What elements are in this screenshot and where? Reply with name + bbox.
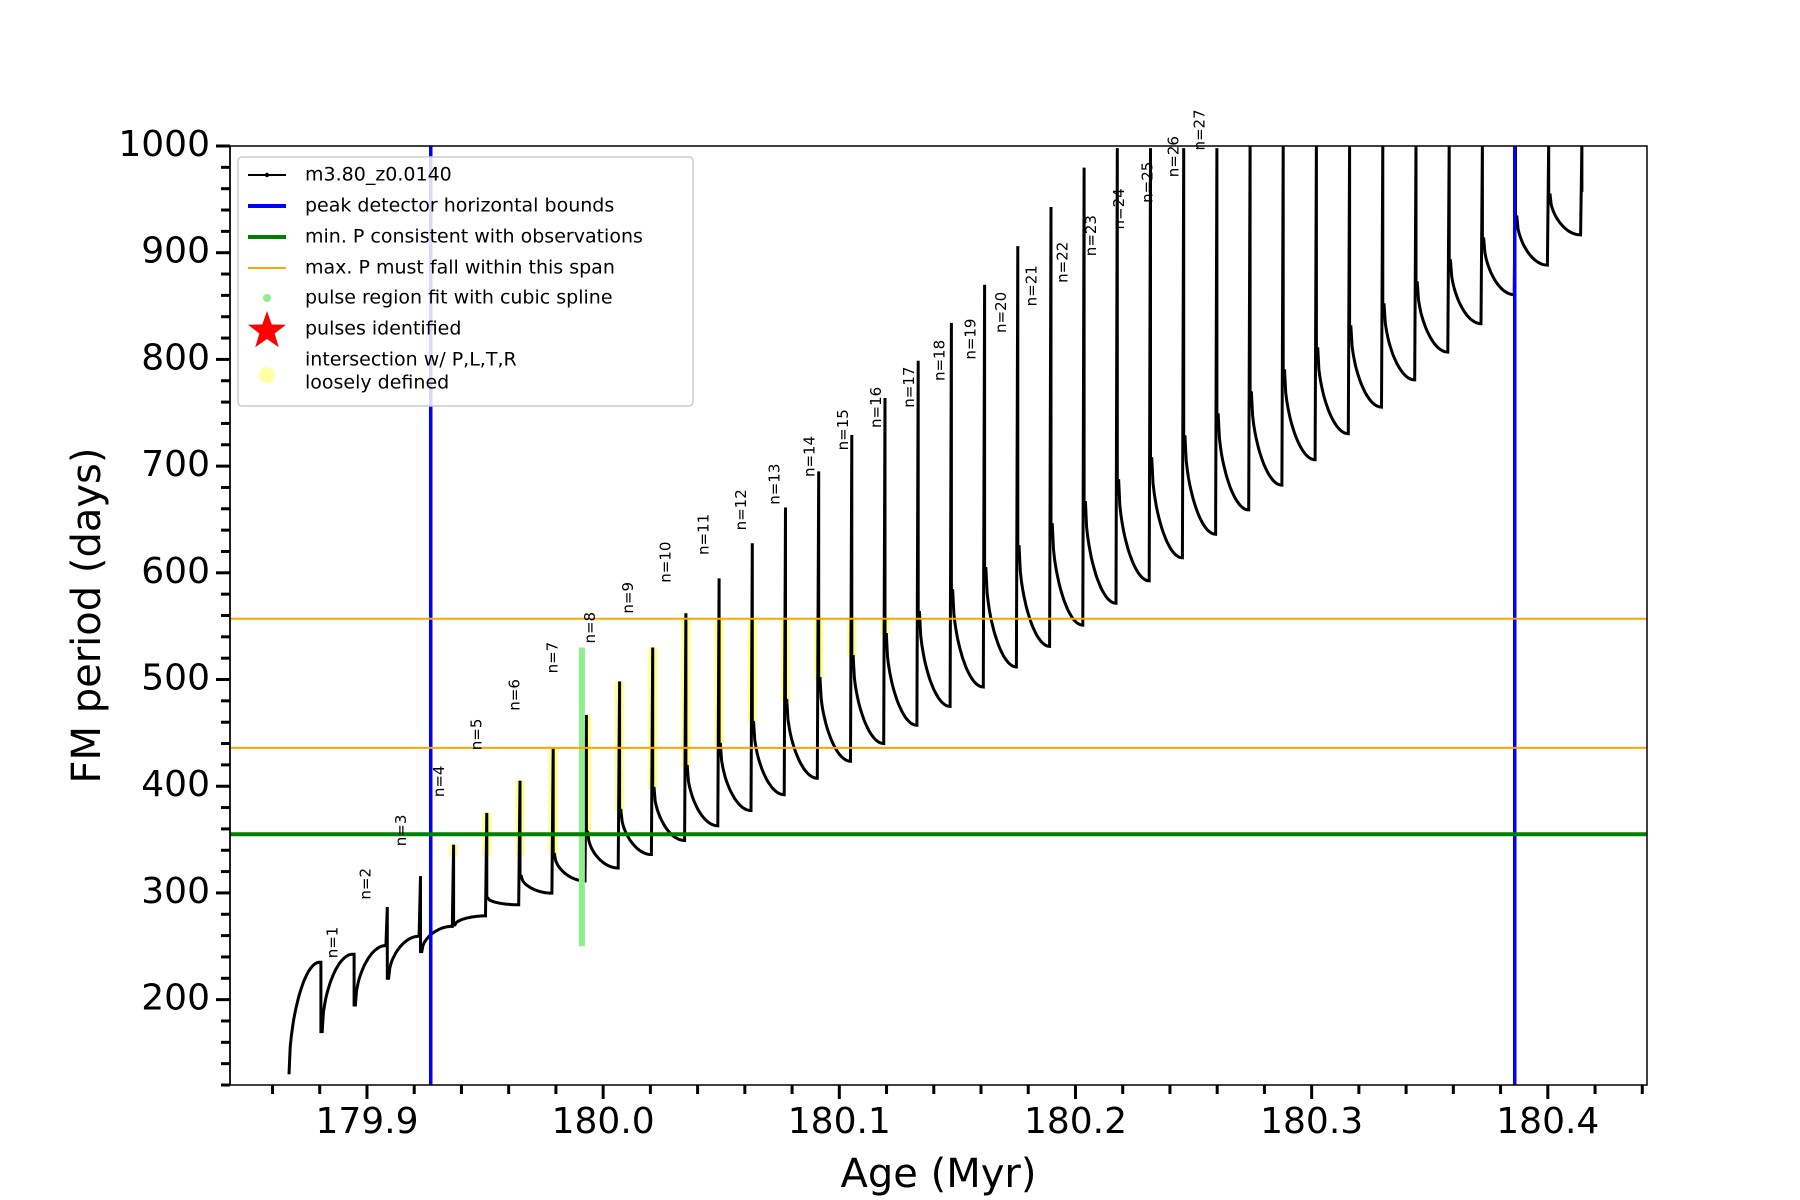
legend-label: pulse region fit with cubic spline [305, 287, 613, 309]
pulse-label: n=27 [1190, 109, 1208, 150]
legend-item: min. P consistent with observations [248, 226, 643, 248]
pulse-label: n=12 [732, 489, 750, 530]
y-tick-label: 500 [141, 658, 210, 699]
legend-label: min. P consistent with observations [305, 226, 643, 248]
pulse-label: n=18 [931, 340, 949, 381]
pulse-label: n=9 [619, 582, 637, 614]
legend-label: intersection w/ P,L,T,R [305, 349, 517, 371]
pulse-labels-layer: n=1 n=2 n=3 n=4 n=5 n=6 n=7 n=8 n=9 n=10 n=11 n=12 n… [324, 109, 1209, 958]
pulse-label: n=11 [694, 514, 712, 555]
x-tick-label: 179.9 [315, 1101, 418, 1142]
legend-item: pulses identified [248, 311, 461, 348]
y-tick-label: 400 [141, 764, 210, 805]
pulse-label: n=6 [506, 679, 524, 711]
x-tick-label: 180.3 [1260, 1101, 1363, 1142]
pulse-label: n=23 [1082, 215, 1100, 256]
pulse-label: n=7 [543, 642, 561, 674]
legend-item: peak detector horizontal bounds [248, 195, 614, 217]
pulse-label: n=5 [468, 719, 486, 751]
legend-box [237, 156, 694, 407]
pulse-label: n=21 [1023, 265, 1041, 306]
legend-marker-track [264, 172, 270, 178]
x-tick-label: 180.0 [552, 1101, 655, 1142]
pulse-label: n=10 [657, 542, 675, 583]
pulse-label: n=20 [992, 292, 1010, 333]
model-track-layer [287, 146, 1584, 1075]
y-tick-label: 700 [141, 444, 210, 485]
axes-layer: 200 300 400 500 600 700 800 900 1000 179.9 180.0 18… [64, 124, 1648, 1197]
legend-swatch-pulses-star [248, 311, 286, 348]
x-tick-label: 180.4 [1496, 1101, 1599, 1142]
legend-label-line2: loosely defined [305, 372, 449, 394]
legend-label: m3.80_z0.0140 [305, 164, 452, 186]
pulse-label: n=16 [867, 387, 885, 428]
legend-item: m3.80_z0.0140 [248, 164, 452, 186]
pulse-label: n=22 [1053, 242, 1071, 283]
y-tick-label: 200 [141, 978, 210, 1019]
y-tick-label: 900 [141, 231, 210, 272]
y-axis-label: FM period (days) [64, 448, 110, 784]
model-track-line [287, 146, 1584, 1075]
pulse-label: n=25 [1138, 162, 1156, 203]
y-tick-label: 1000 [118, 124, 210, 165]
pulse-label: n=24 [1110, 188, 1128, 229]
legend-item: pulse region fit with cubic spline [263, 287, 613, 309]
y-tick-label: 300 [141, 871, 210, 912]
y-tick-label: 600 [141, 551, 210, 592]
legend-label: pulses identified [305, 318, 461, 340]
y-tick-label: 800 [141, 337, 210, 378]
pulse-label: n=14 [801, 436, 819, 477]
legend-item: max. P must fall within this span [248, 257, 615, 279]
pulse-label: n=26 [1164, 136, 1182, 177]
x-tick-label: 180.2 [1024, 1101, 1127, 1142]
pulse-label: n=17 [900, 367, 918, 408]
pulse-label: n=15 [834, 409, 852, 450]
x-axis-label: Age (Myr) [841, 1151, 1037, 1197]
pulse-label: n=2 [357, 868, 375, 900]
pulse-label: n=3 [392, 815, 410, 847]
legend-label: peak detector horizontal bounds [305, 195, 614, 217]
legend-label: max. P must fall within this span [305, 257, 615, 279]
legend-swatch-intersection [259, 367, 275, 383]
pulse-label: n=1 [324, 927, 342, 959]
pulse-label: n=13 [765, 464, 783, 505]
x-tick-label: 180.1 [788, 1101, 891, 1142]
pulse-label: n=19 [961, 319, 979, 360]
pulse-label: n=4 [430, 766, 448, 798]
pulse-label: n=8 [581, 612, 599, 644]
legend-swatch-spline [263, 294, 271, 302]
